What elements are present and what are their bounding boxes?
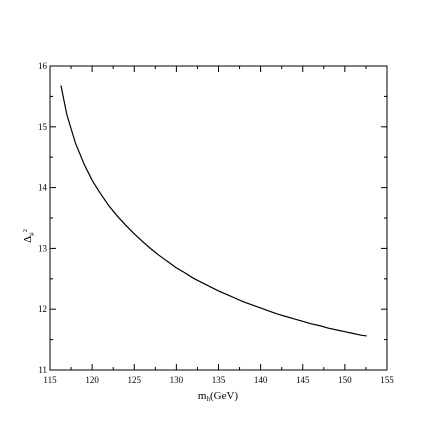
x-tick-label: 145: [296, 375, 310, 385]
x-axis-title-main: m: [198, 390, 207, 402]
x-tick-label: 155: [380, 375, 394, 385]
y-tick-label: 14: [38, 183, 48, 193]
x-axis-title: mh(GeV): [198, 390, 238, 403]
y-tick-label: 15: [38, 122, 48, 132]
y-axis-title-sub: μ: [27, 232, 35, 236]
x-tick-label: 130: [170, 375, 184, 385]
ticks: [49, 65, 388, 371]
tick-labels: 115 120 125 130 135 140 145 150 155 11 12 13 14 15 16: [38, 61, 394, 385]
y-axis-title-sup: 2: [23, 229, 29, 232]
series-line: [60, 85, 367, 337]
x-tick-label: 140: [254, 375, 268, 385]
y-tick-label: 13: [38, 243, 48, 253]
y-tick-label: 16: [38, 61, 48, 71]
y-tick-label: 12: [38, 304, 47, 314]
x-tick-label: 120: [85, 375, 99, 385]
x-tick-label: 125: [128, 375, 142, 385]
plot-frame: [49, 65, 388, 371]
y-tick-label: 11: [38, 365, 47, 375]
y-axis-title: Δμ2: [22, 229, 35, 243]
x-tick-label: 115: [43, 375, 57, 385]
x-axis-title-rest: (GeV): [210, 390, 238, 402]
x-tick-label: 135: [212, 375, 226, 385]
y-axis-title-main: Δ: [22, 236, 34, 243]
x-tick-label: 150: [338, 375, 352, 385]
x-axis-title-sub: h: [206, 395, 210, 403]
